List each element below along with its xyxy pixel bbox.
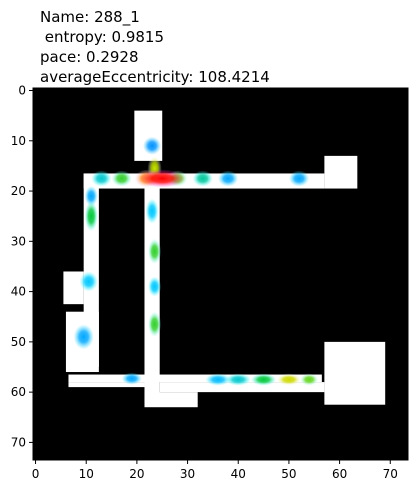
y-tick-label-0: 0 (18, 84, 26, 98)
heat-spot-15 (84, 186, 98, 207)
x-tick-label-3: 30 (180, 467, 195, 481)
heat-spot-13 (148, 311, 162, 337)
path-region-2 (324, 155, 358, 189)
heat-spot-23 (300, 373, 319, 386)
heat-layer (73, 136, 319, 386)
x-ticks: 0 10 20 30 40 50 60 70 (32, 460, 398, 481)
axes-frame (32, 87, 409, 461)
heat-spot-8 (288, 170, 310, 187)
path-region-9 (159, 382, 325, 393)
y-tick-label-2: 20 (11, 184, 26, 198)
y-tick-label-7: 70 (11, 435, 26, 449)
heat-spot-10 (145, 198, 159, 224)
heat-spot-19 (205, 373, 231, 386)
chart-title-entropy: entropy: 0.9815 (40, 28, 165, 46)
y-tick-label-4: 40 (11, 285, 26, 299)
path-region-7 (68, 374, 322, 383)
chart-title-pace: pace: 0.2928 (40, 48, 139, 66)
heat-spot-21 (250, 373, 277, 386)
heat-spot-11 (148, 238, 162, 264)
x-tick-label-2: 20 (129, 467, 144, 481)
y-tick-label-6: 60 (11, 385, 26, 399)
x-tick-label-1: 10 (79, 467, 94, 481)
path-region-4 (63, 271, 84, 305)
heat-spot-22 (276, 373, 302, 386)
y-tick-label-5: 50 (11, 335, 26, 349)
heat-spot-7 (217, 170, 239, 187)
heat-spot-17 (73, 324, 94, 350)
x-tick-label-6: 60 (332, 467, 347, 481)
path-region-8 (68, 382, 145, 388)
y-tick-label-3: 30 (11, 234, 26, 248)
x-tick-label-0: 0 (32, 467, 40, 481)
chart-title-name: Name: 288_1 (40, 8, 140, 26)
heat-spot-16 (79, 271, 98, 292)
heat-spot-14 (84, 201, 98, 232)
heat-spot-9 (142, 136, 162, 155)
heat-spot-4 (111, 170, 132, 187)
path-region-10 (144, 392, 198, 408)
y-tick-label-1: 10 (11, 134, 26, 148)
x-tick-label-4: 40 (231, 467, 246, 481)
heat-spot-6 (192, 170, 213, 187)
heat-spot-18 (121, 372, 142, 385)
x-tick-label-7: 70 (383, 467, 398, 481)
heat-spot-20 (225, 373, 251, 386)
chart-title-eccentricity: averageEccentricity: 108.4214 (40, 68, 270, 86)
heat-spot-0 (139, 169, 186, 188)
heat-spot-5 (91, 170, 112, 187)
y-ticks: 0 10 20 30 40 50 60 70 (11, 84, 33, 449)
heat-spot-12 (148, 276, 162, 297)
path-region-11 (324, 341, 386, 405)
x-tick-label-5: 50 (281, 467, 296, 481)
